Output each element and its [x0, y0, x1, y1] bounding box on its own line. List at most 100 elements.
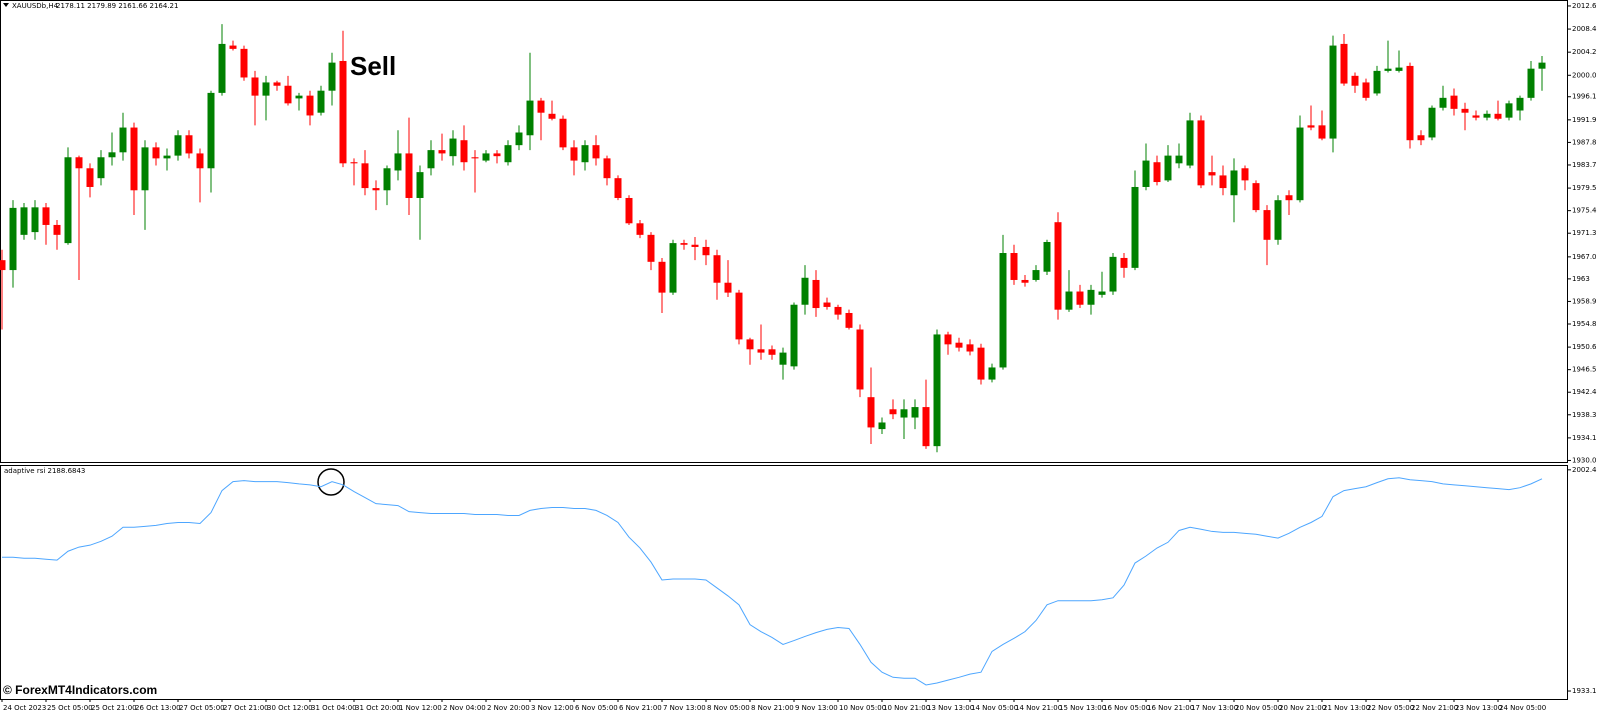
indicator-label: adaptive rsi 2188.6843 [4, 467, 85, 475]
candle-body [1483, 113, 1491, 118]
candle-body [75, 157, 83, 169]
panel-arrow [3, 3, 9, 7]
x-tick-label: 17 Nov 13:00 [1191, 704, 1238, 712]
y-tick-label: 2002.4 [1572, 466, 1597, 474]
candle-body [284, 85, 292, 104]
candle-body [702, 246, 710, 256]
x-tick-label: 31 Oct 20:00 [355, 704, 401, 712]
x-tick-label: 10 Nov 21:00 [883, 704, 930, 712]
x-tick-label: 10 Nov 05:00 [839, 704, 886, 712]
candle-body [251, 77, 259, 96]
candle-body [1109, 256, 1117, 292]
x-tick-label: 24 Oct 2023 [3, 704, 46, 712]
candle-body [185, 135, 193, 154]
candle-body [1043, 242, 1051, 272]
candle-body [955, 342, 963, 348]
candle-body [372, 188, 380, 191]
candle-body [152, 147, 160, 159]
y-tick-label: 1934.1 [1572, 434, 1597, 442]
x-tick-label: 6 Nov 21:00 [619, 704, 662, 712]
candle-body [713, 255, 721, 283]
x-tick-label: 27 Oct 05:00 [179, 704, 225, 712]
signal-circle [317, 468, 345, 496]
x-tick-label: 16 Nov 21:00 [1147, 704, 1194, 712]
main-panel-frame [0, 0, 1568, 463]
x-tick-label: 22 Nov 05:00 [1367, 704, 1414, 712]
candle-body [9, 207, 17, 271]
candle-body [933, 334, 941, 447]
candle-body [20, 207, 28, 235]
y-tick-label: 2008.4 [1572, 25, 1597, 33]
y-tick-label: 1967.0 [1572, 253, 1597, 261]
candle-body [163, 155, 171, 159]
candle-body [1307, 125, 1315, 128]
candle-body [1527, 68, 1535, 98]
candle-body [1384, 68, 1392, 71]
candle-body [1142, 160, 1150, 187]
indicator-panel-frame [0, 465, 1568, 700]
candle-body [64, 157, 72, 244]
candle-body [196, 153, 204, 169]
y-tick-label: 1950.6 [1572, 343, 1597, 351]
candle-body [350, 162, 358, 164]
candle-body [1241, 168, 1249, 181]
candle-body [1428, 107, 1436, 138]
candle-body [867, 397, 875, 428]
candle-body [383, 168, 391, 191]
candle-body [1208, 172, 1216, 176]
candle-body [504, 145, 512, 163]
candle-body [97, 157, 105, 179]
x-tick-label: 30 Oct 12:00 [267, 704, 313, 712]
candle-body [427, 150, 435, 169]
candle-body [0, 260, 6, 271]
candle-body [405, 153, 413, 198]
candle-body [658, 261, 666, 293]
candle-body [988, 367, 996, 380]
x-tick-label: 20 Nov 21:00 [1279, 704, 1326, 712]
x-tick-label: 15 Nov 13:00 [1059, 704, 1106, 712]
candle-body [922, 407, 930, 447]
candle-body [207, 92, 215, 169]
x-tick-label: 2 Nov 20:00 [487, 704, 530, 712]
x-tick-label: 20 Nov 05:00 [1235, 704, 1282, 712]
candle-body [1296, 127, 1304, 201]
y-tick-label: 1996.1 [1572, 93, 1597, 101]
candle-body [1362, 82, 1370, 98]
x-tick-label: 8 Nov 05:00 [707, 704, 750, 712]
candle-body [515, 132, 523, 146]
candle-body [1406, 65, 1414, 141]
candle-body [1516, 97, 1524, 111]
candle-body [141, 147, 149, 191]
candle-body [1395, 67, 1403, 71]
candle-body [1230, 170, 1238, 196]
y-tick-label: 1942.4 [1572, 388, 1597, 396]
candle-body [977, 347, 985, 380]
candle-body [900, 409, 908, 418]
candle-body [614, 178, 622, 198]
x-tick-label: 14 Nov 05:00 [971, 704, 1018, 712]
candle-body [911, 407, 919, 418]
y-tick-label: 1958.9 [1572, 297, 1597, 305]
candle-body [306, 95, 314, 116]
candle-body [999, 253, 1007, 368]
candle-body [218, 43, 226, 93]
candle-body [1186, 120, 1194, 166]
candle-body [361, 163, 369, 189]
candle-body [31, 207, 39, 233]
sell-annotation: Sell [350, 51, 396, 81]
y-tick-label: 1954.8 [1572, 320, 1597, 328]
candle-body [944, 334, 952, 345]
y-tick-label: 2000.0 [1572, 71, 1597, 79]
candle-body [174, 135, 182, 156]
candle-body [108, 152, 116, 158]
candle-body [416, 172, 424, 198]
y-tick-label: 1930.0 [1572, 456, 1597, 464]
candle-body [1494, 113, 1502, 119]
candle-body [691, 244, 699, 247]
candle-body [1285, 195, 1293, 201]
candle-body [812, 279, 820, 309]
candle-body [625, 197, 633, 224]
candle-body [1153, 162, 1161, 183]
x-tick-label: 7 Nov 13:00 [663, 704, 706, 712]
candle-body [1175, 155, 1183, 164]
